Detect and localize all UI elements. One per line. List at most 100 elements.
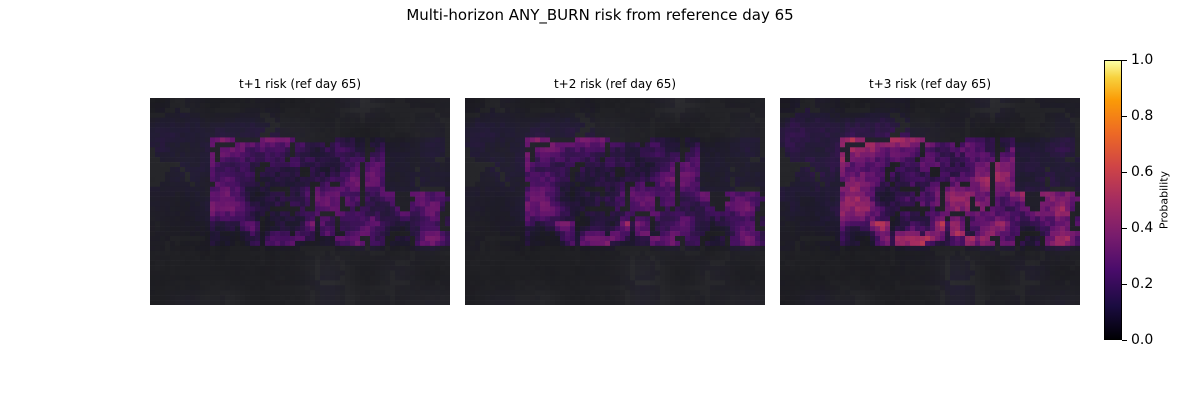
heatmap-cell xyxy=(675,236,681,242)
heatmap-cell xyxy=(480,98,486,104)
heatmap-cell xyxy=(675,181,681,188)
heatmap-cell xyxy=(745,162,751,168)
heatmap-cell xyxy=(730,280,736,286)
heatmap-cell xyxy=(330,250,336,257)
heatmap-cell xyxy=(680,176,686,183)
heatmap-cell xyxy=(730,162,736,168)
heatmap-cell xyxy=(575,181,581,188)
heatmap-cell xyxy=(500,152,506,158)
heatmap-cell xyxy=(615,196,621,202)
heatmap-cell xyxy=(335,221,341,227)
heatmap-cell xyxy=(215,142,221,148)
heatmap-cell xyxy=(500,206,506,212)
heatmap-cell xyxy=(680,162,686,168)
heatmap-cell xyxy=(190,245,196,252)
heatmap-cell xyxy=(415,147,421,153)
heatmap-cell xyxy=(500,132,506,138)
heatmap-cell xyxy=(755,231,761,237)
heatmap-cell xyxy=(475,270,481,276)
heatmap-cell xyxy=(360,240,366,247)
heatmap-cell xyxy=(490,98,496,104)
heatmap-cell xyxy=(485,167,491,173)
heatmap-cell xyxy=(505,206,511,212)
heatmap-cell xyxy=(435,201,441,207)
heatmap-cell xyxy=(535,196,541,202)
heatmap-cell xyxy=(235,98,241,104)
heatmap-cell xyxy=(550,226,556,232)
heatmap-cell xyxy=(620,221,626,227)
heatmap-cell xyxy=(660,117,666,123)
heatmap-cell xyxy=(190,191,196,197)
heatmap-cell xyxy=(465,117,471,123)
heatmap-cell xyxy=(755,295,761,301)
heatmap-cell xyxy=(240,245,246,252)
heatmap-cell xyxy=(295,270,301,276)
heatmap-cell xyxy=(245,275,251,281)
heatmap-cell xyxy=(310,290,316,296)
heatmap-cell xyxy=(655,132,661,138)
heatmap-cell xyxy=(530,216,536,222)
heatmap-cell xyxy=(310,295,316,301)
heatmap-cell xyxy=(215,122,221,128)
heatmap-cell xyxy=(655,191,661,197)
heatmap-cell xyxy=(210,137,216,143)
heatmap-cell xyxy=(395,290,401,296)
heatmap-cell xyxy=(270,186,276,192)
heatmap-cell xyxy=(605,265,611,271)
heatmap-cell xyxy=(520,191,526,197)
heatmap-cell xyxy=(165,127,171,133)
heatmap-cell xyxy=(375,181,381,188)
heatmap-cell xyxy=(315,236,321,242)
heatmap-cell xyxy=(735,127,741,133)
heatmap-cell xyxy=(205,122,211,128)
heatmap-cell xyxy=(550,270,556,276)
heatmap-cell xyxy=(550,162,556,168)
heatmap-cell xyxy=(255,98,261,104)
heatmap-cell xyxy=(590,147,596,153)
heatmap-cell xyxy=(490,290,496,296)
heatmap-cell xyxy=(570,260,576,266)
heatmap-cell xyxy=(710,181,716,188)
heatmap-cell xyxy=(465,201,471,207)
heatmap-cell xyxy=(355,147,361,153)
heatmap-cell xyxy=(190,295,196,301)
heatmap-cell xyxy=(715,181,721,188)
heatmap-cell xyxy=(185,157,191,163)
heatmap-cell xyxy=(290,137,296,143)
heatmap-cell xyxy=(720,162,726,168)
heatmap-cell xyxy=(415,122,421,128)
heatmap-cell xyxy=(310,191,316,197)
heatmap-cell xyxy=(565,240,571,247)
heatmap-cell xyxy=(190,142,196,148)
heatmap-cell xyxy=(760,117,765,123)
heatmap-cell xyxy=(315,176,321,183)
heatmap-cell xyxy=(705,216,711,222)
heatmap-cell xyxy=(600,112,606,119)
heatmap-cell xyxy=(600,250,606,257)
heatmap-cell xyxy=(265,152,271,158)
heatmap-cell xyxy=(340,260,346,266)
heatmap-cell xyxy=(270,176,276,183)
heatmap-cell xyxy=(700,196,706,202)
heatmap-cell xyxy=(230,201,236,207)
heatmap-cell xyxy=(350,265,356,271)
heatmap-cell xyxy=(545,236,551,242)
heatmap-cell xyxy=(670,196,676,202)
heatmap-cell xyxy=(285,186,291,192)
heatmap-cell xyxy=(405,270,411,276)
heatmap-cell xyxy=(170,142,176,148)
heatmap-cell xyxy=(425,255,431,261)
heatmap-cell xyxy=(150,117,156,123)
heatmap-cell xyxy=(580,226,586,232)
heatmap-cell xyxy=(390,132,396,138)
heatmap-cell xyxy=(545,186,551,192)
heatmap-cell xyxy=(620,176,626,183)
heatmap-cell xyxy=(720,211,726,217)
heatmap-cell xyxy=(445,280,450,286)
heatmap-cell xyxy=(200,167,206,173)
heatmap-cell xyxy=(750,245,756,252)
heatmap-cell xyxy=(670,186,676,192)
heatmap-cell xyxy=(175,295,181,301)
heatmap-cell xyxy=(590,255,596,261)
heatmap-cell xyxy=(620,201,626,207)
